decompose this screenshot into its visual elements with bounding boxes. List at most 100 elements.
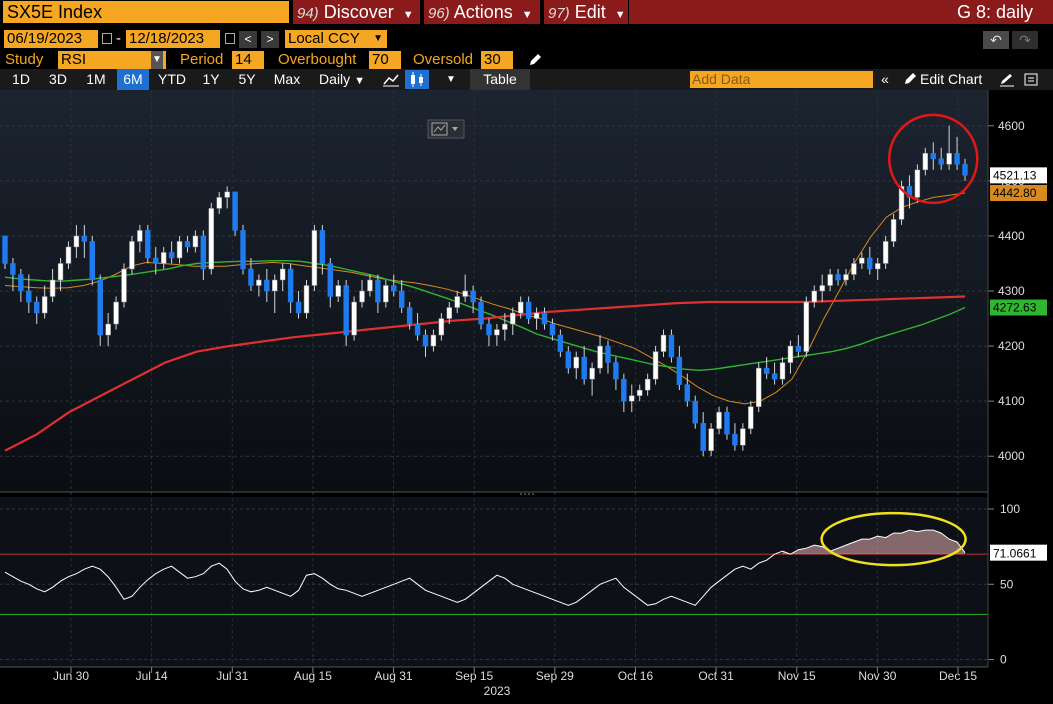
calendar-icon[interactable] — [225, 33, 235, 44]
caret-down-icon — [452, 127, 458, 131]
ticker-field[interactable]: SX5E Index — [3, 1, 289, 23]
last-value-box — [990, 167, 1047, 184]
candle — [644, 373, 651, 396]
candlestick-icon — [411, 72, 423, 87]
candle — [811, 285, 817, 308]
candle-body — [192, 235, 199, 248]
candle-body — [787, 345, 794, 363]
chart-type-popup-button[interactable] — [427, 119, 465, 139]
oversold-input[interactable]: 30 — [481, 51, 513, 69]
overbought-input[interactable]: 70 — [369, 51, 401, 69]
candle-body — [176, 241, 183, 259]
candle-body — [129, 241, 135, 270]
candle — [843, 268, 849, 286]
candle — [517, 296, 524, 319]
candle — [954, 136, 960, 170]
candle — [383, 279, 389, 308]
currency-select[interactable]: Local CCY ▼ — [285, 30, 387, 48]
period-1m[interactable]: 1M — [86, 71, 106, 87]
caret-down-icon: ▼ — [151, 51, 163, 69]
actions-menu[interactable]: 96) Actions ▼ — [424, 0, 540, 24]
function-label: G 8: daily — [629, 0, 1053, 24]
start-date-input[interactable]: 06/19/2023 — [4, 30, 98, 48]
line-chart-icon[interactable] — [381, 71, 401, 88]
last-value-label: 4272.63 — [990, 299, 1047, 316]
candle-body — [652, 351, 659, 380]
undo-button[interactable]: ↶ — [983, 31, 1009, 49]
candle — [851, 257, 857, 280]
candle-body — [851, 263, 857, 275]
candle — [200, 230, 207, 280]
period-1y[interactable]: 1Y — [202, 71, 220, 87]
study-select[interactable]: RSI ▼ — [58, 51, 166, 69]
candle-body — [938, 158, 944, 165]
candle — [430, 329, 437, 352]
candle-body — [391, 285, 397, 292]
study-label: Study — [5, 51, 44, 68]
candle-body — [446, 307, 453, 319]
rsi-y-tick-label: 0 — [1000, 652, 1007, 666]
candle-body — [89, 241, 95, 281]
price-chart[interactable]: 4000410042004300440045004600050100Jun 30… — [0, 90, 1053, 704]
candle — [565, 346, 572, 374]
pencil-icon[interactable] — [527, 52, 543, 68]
end-date-input[interactable]: 12/18/2023 — [126, 30, 220, 48]
candle — [311, 224, 318, 291]
candle — [422, 329, 429, 358]
calendar-icon[interactable] — [102, 33, 112, 44]
candle — [938, 147, 944, 170]
frequency-select[interactable]: Daily ▼ — [311, 69, 373, 90]
redo-button[interactable]: ↷ — [1012, 31, 1038, 49]
period-5y[interactable]: 5Y — [238, 71, 256, 87]
candle-chart-button[interactable] — [405, 70, 429, 89]
period-6m[interactable]: 6M — [117, 69, 149, 90]
period-ytd[interactable]: YTD — [158, 71, 186, 87]
edit-chart-button[interactable]: Edit Chart — [920, 71, 983, 87]
candle — [34, 296, 40, 325]
candle — [406, 302, 413, 330]
candle — [97, 274, 103, 347]
rsi-line — [4, 529, 966, 606]
candle-body — [327, 263, 333, 297]
candle — [533, 307, 540, 330]
annotate-icon[interactable] — [998, 71, 1016, 88]
period-max[interactable]: Max — [273, 71, 301, 87]
discover-menu[interactable]: 94) Discover ▼ — [293, 0, 420, 24]
x-tick-label: Aug 31 — [375, 669, 413, 683]
period-input[interactable]: 14 — [232, 51, 264, 69]
candle-body — [581, 356, 587, 380]
actions-menu-label: Actions — [453, 2, 513, 22]
next-range-button[interactable]: > — [261, 31, 279, 48]
x-tick-label: Oct 16 — [618, 669, 654, 683]
candle — [827, 268, 833, 291]
collapse-icon[interactable]: « — [881, 71, 889, 87]
candle-body — [637, 389, 643, 396]
caret-down-icon: ▼ — [354, 75, 365, 87]
add-data-input[interactable]: Add Data — [690, 71, 873, 88]
candle — [145, 224, 151, 264]
candle — [478, 296, 484, 330]
candle-body — [890, 219, 897, 242]
candle — [224, 186, 230, 209]
chart-type-caret-icon[interactable]: ▼ — [446, 74, 456, 85]
period-3d[interactable]: 3D — [49, 71, 67, 87]
discover-menu-number: 94) — [297, 5, 319, 22]
edit-menu[interactable]: 97) Edit ▼ — [544, 0, 628, 24]
frequency-value: Daily — [319, 71, 351, 87]
candle — [803, 296, 810, 358]
settings-icon[interactable] — [1022, 71, 1040, 88]
candle — [351, 296, 357, 341]
candle-body — [510, 312, 516, 325]
prev-range-button[interactable]: < — [239, 31, 257, 48]
candle — [597, 335, 603, 374]
candle-body — [803, 301, 810, 352]
candle-body — [748, 406, 754, 429]
candle-body — [367, 279, 373, 292]
candle-body — [494, 329, 500, 336]
period-1d[interactable]: 1D — [12, 71, 30, 87]
x-tick-label: Jul 14 — [136, 669, 168, 683]
table-button[interactable]: Table — [470, 69, 530, 90]
candle-body — [819, 285, 825, 292]
candle — [906, 175, 913, 209]
candle-body — [41, 296, 48, 314]
